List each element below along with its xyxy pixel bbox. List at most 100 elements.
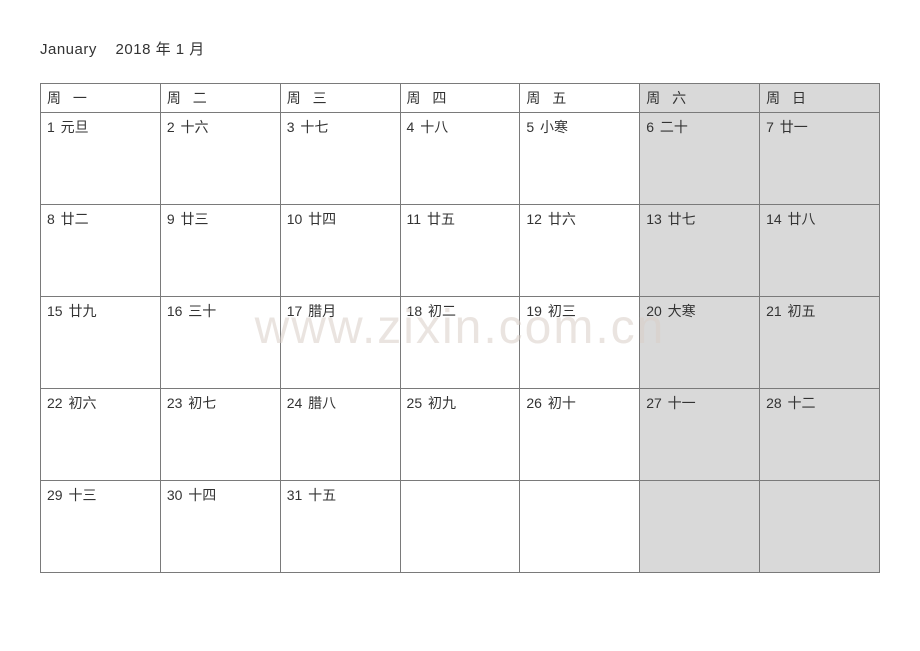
calendar-day-cell: 18 初二 [400,297,520,389]
day-lunar: 十三 [65,487,97,503]
calendar-day-cell: 5 小寒 [520,113,640,205]
day-number: 20 [646,303,662,319]
weekday-header: 周 六 [640,84,760,113]
calendar-day-cell: 16 三十 [160,297,280,389]
calendar-day-cell: 20 大寒 [640,297,760,389]
calendar-week-row: 15 廿九16 三十17 腊月18 初二19 初三20 大寒21 初五 [41,297,880,389]
day-lunar: 初七 [184,395,216,411]
day-number: 4 [407,119,415,135]
calendar-day-cell: 11 廿五 [400,205,520,297]
day-number: 22 [47,395,63,411]
day-lunar: 廿八 [784,211,816,227]
calendar-day-cell [520,481,640,573]
day-lunar: 大寒 [664,303,696,319]
calendar-day-cell [760,481,880,573]
day-number: 23 [167,395,183,411]
calendar-day-cell [640,481,760,573]
weekday-header: 周 三 [280,84,400,113]
day-lunar: 腊月 [304,303,336,319]
day-lunar: 廿九 [65,303,97,319]
calendar-day-cell: 4 十八 [400,113,520,205]
day-number: 15 [47,303,63,319]
day-lunar: 初三 [544,303,576,319]
calendar-day-cell: 27 十一 [640,389,760,481]
calendar-week-row: 29 十三30 十四31 十五 [41,481,880,573]
day-number: 14 [766,211,782,227]
calendar-day-cell: 28 十二 [760,389,880,481]
calendar-day-cell: 19 初三 [520,297,640,389]
calendar-day-cell: 21 初五 [760,297,880,389]
day-lunar: 三十 [184,303,216,319]
day-lunar: 腊八 [304,395,336,411]
day-lunar: 十八 [416,119,448,135]
day-number: 3 [287,119,295,135]
calendar-day-cell: 12 廿六 [520,205,640,297]
day-lunar: 初二 [424,303,456,319]
calendar-day-cell: 6 二十 [640,113,760,205]
day-number: 19 [526,303,542,319]
day-lunar: 廿三 [177,211,209,227]
calendar-day-cell: 25 初九 [400,389,520,481]
day-number: 5 [526,119,534,135]
day-number: 13 [646,211,662,227]
day-lunar: 十一 [664,395,696,411]
day-lunar: 十六 [177,119,209,135]
weekday-header: 周 一 [41,84,161,113]
weekday-header: 周 五 [520,84,640,113]
weekday-header: 周 日 [760,84,880,113]
weekday-header: 周 二 [160,84,280,113]
calendar-day-cell: 17 腊月 [280,297,400,389]
day-number: 9 [167,211,175,227]
day-number: 12 [526,211,542,227]
calendar-week-row: 1 元旦2 十六3 十七4 十八5 小寒6 二十7 廿一 [41,113,880,205]
day-lunar: 十四 [184,487,216,503]
calendar-day-cell [400,481,520,573]
calendar-day-cell: 14 廿八 [760,205,880,297]
weekday-header: 周 四 [400,84,520,113]
calendar-day-cell: 3 十七 [280,113,400,205]
calendar-day-cell: 10 廿四 [280,205,400,297]
day-lunar: 廿二 [57,211,89,227]
day-lunar: 元旦 [57,119,89,135]
day-lunar: 十五 [304,487,336,503]
day-number: 8 [47,211,55,227]
calendar-day-cell: 13 廿七 [640,205,760,297]
day-number: 11 [407,211,422,227]
day-number: 25 [407,395,423,411]
calendar-day-cell: 26 初十 [520,389,640,481]
title-zh: 2018 年 1 月 [116,41,205,58]
day-number: 26 [526,395,542,411]
day-lunar: 初五 [784,303,816,319]
day-lunar: 廿六 [544,211,576,227]
title-en: January [40,41,97,58]
calendar-week-row: 8 廿二9 廿三10 廿四11 廿五12 廿六13 廿七14 廿八 [41,205,880,297]
calendar-body: 1 元旦2 十六3 十七4 十八5 小寒6 二十7 廿一8 廿二9 廿三10 廿… [41,113,880,573]
day-number: 10 [287,211,303,227]
day-number: 27 [646,395,662,411]
day-lunar: 廿五 [423,211,455,227]
day-lunar: 廿一 [776,119,808,135]
day-lunar: 初九 [424,395,456,411]
day-number: 30 [167,487,183,503]
day-number: 16 [167,303,183,319]
day-number: 2 [167,119,175,135]
day-number: 18 [407,303,423,319]
calendar-title: January 2018 年 1 月 [40,38,880,59]
calendar-day-cell: 23 初七 [160,389,280,481]
day-number: 21 [766,303,782,319]
calendar-day-cell: 8 廿二 [41,205,161,297]
day-number: 7 [766,119,774,135]
calendar-table: 周 一周 二周 三周 四周 五周 六周 日 1 元旦2 十六3 十七4 十八5 … [40,83,880,573]
calendar-day-cell: 9 廿三 [160,205,280,297]
calendar-day-cell: 30 十四 [160,481,280,573]
weekday-header-row: 周 一周 二周 三周 四周 五周 六周 日 [41,84,880,113]
day-lunar: 小寒 [536,119,568,135]
day-number: 17 [287,303,303,319]
calendar-day-cell: 1 元旦 [41,113,161,205]
day-number: 29 [47,487,63,503]
day-number: 24 [287,395,303,411]
day-number: 1 [47,119,55,135]
day-number: 28 [766,395,782,411]
day-lunar: 初十 [544,395,576,411]
day-lunar: 初六 [65,395,97,411]
